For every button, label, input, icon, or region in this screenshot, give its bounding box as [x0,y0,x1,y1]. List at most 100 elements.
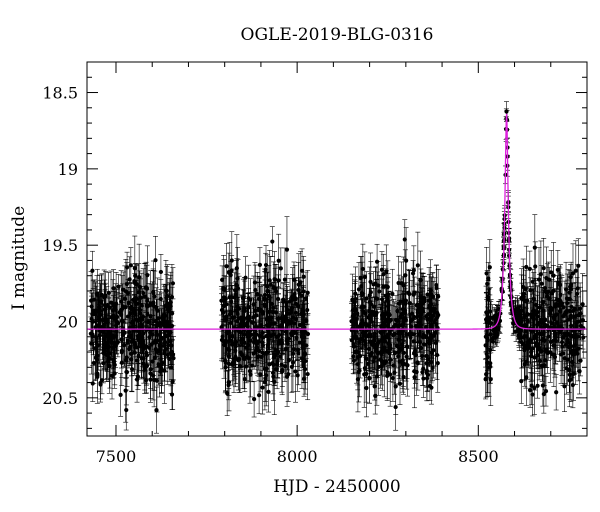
data-point [257,247,263,283]
data-point [575,264,581,313]
data-point [537,307,543,360]
data-point [408,305,414,336]
data-point [541,311,547,344]
data-point [365,296,371,339]
data-point [251,324,257,361]
axis-ticks-layer [87,61,588,436]
data-point [567,273,573,300]
data-point [110,279,116,342]
data-point [101,335,107,363]
data-point [271,339,277,369]
data-point [109,352,115,400]
data-point [147,319,153,347]
data-point [553,281,559,348]
y-tick-labels: 18.5 19 19.5 20 20.5 [42,84,78,408]
data-point [518,358,524,404]
data-point [284,346,290,407]
data-point [235,346,241,375]
data-point [219,288,225,332]
data-point [366,352,372,404]
data-point [225,315,231,383]
data-point [155,343,161,386]
data-point [385,273,391,340]
data-point [113,318,119,373]
data-point [296,253,302,316]
data-point [159,305,165,332]
data-point [532,214,538,281]
y-tick-label-20-5: 20.5 [42,389,78,408]
data-point [288,297,294,346]
data-point [355,338,361,391]
data-point [160,339,166,387]
data-point [245,305,251,360]
data-point [270,351,276,395]
data-point [262,271,268,319]
data-point [494,305,500,329]
data-point [128,327,134,392]
data-point [272,251,278,308]
data-point [374,243,380,280]
data-point [251,380,257,418]
data-point [541,374,547,414]
data-point [370,321,376,369]
data-point [570,337,576,372]
data-point [118,373,124,417]
data-point [483,292,489,333]
data-point [523,245,529,289]
data-point [239,295,245,347]
data-point [98,369,104,400]
data-point [548,250,554,295]
data-point [125,279,131,308]
data-point [90,365,96,402]
data-point [127,283,133,344]
data-point [393,383,399,431]
data-point [553,374,559,411]
data-point [543,375,549,407]
data-point [544,278,550,308]
data-point [105,318,111,360]
data-point [143,367,149,394]
data-point [121,322,127,369]
data-point [551,307,557,375]
data-point [573,240,579,302]
data-point [405,333,411,397]
data-point [372,377,378,415]
data-point [363,297,369,331]
chart-title: OGLE-2019-BLG-0316 [241,25,434,45]
plot-frame [86,61,588,437]
data-point [167,293,173,325]
data-point [164,264,170,329]
data-point [383,321,389,353]
data-point [116,274,122,300]
data-point [230,343,236,382]
data-point [535,373,541,399]
x-tick-label-8500: 8500 [458,447,499,466]
data-point [580,273,586,336]
data-point [94,343,100,376]
data-point [221,259,227,320]
data-point [401,294,407,348]
data-point [401,283,407,343]
data-point [170,267,176,300]
data-point [484,270,490,298]
data-point [574,277,580,311]
data-point [221,311,227,379]
data-point [242,280,248,336]
data-point [119,339,125,386]
data-point [305,348,311,401]
data-point [151,352,157,408]
data-point [532,283,538,347]
y-axis-title: I magnitude [9,206,29,310]
data-point [166,336,172,382]
data-point [487,239,493,296]
data-point [284,216,290,283]
data-point [362,251,368,303]
model-curve [87,113,587,330]
data-point [295,277,301,336]
data-point [93,285,99,336]
data-point [144,351,150,380]
data-point [266,265,272,327]
data-point [297,292,303,358]
data-point [134,314,140,380]
data-point [568,356,574,402]
